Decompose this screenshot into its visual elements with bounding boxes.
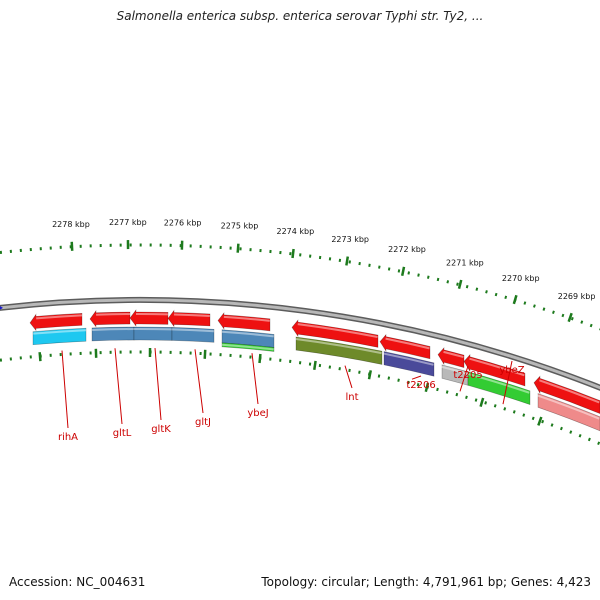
- gene-arrow: [29, 313, 83, 332]
- tick-label: 2277 kbp: [109, 218, 147, 227]
- gene-leader-line: [154, 348, 162, 421]
- tick-label: 2275 kbp: [221, 222, 259, 231]
- gene-arrow: [291, 319, 379, 348]
- tick-label: 2271 kbp: [446, 258, 484, 267]
- category-block-highlight: [383, 352, 434, 366]
- gene-arrow: [89, 309, 131, 328]
- gene-arrow-highlight: [96, 313, 131, 316]
- gene-arrow-highlight: [297, 323, 378, 339]
- gene-arrow-highlight: [539, 379, 600, 404]
- gene-arrow: [437, 347, 465, 368]
- major-tick-outer: [457, 279, 463, 290]
- tick-label: 2270 kbp: [502, 274, 540, 283]
- category-block-highlight: [171, 328, 214, 333]
- gene-label: gltK: [151, 424, 171, 435]
- tick-label: 2278 kbp: [52, 220, 90, 229]
- category-block-highlight: [537, 394, 600, 420]
- category-block: [383, 351, 435, 377]
- gene-leader-line: [61, 350, 69, 429]
- category-block: [171, 327, 215, 343]
- category-block-highlight: [221, 330, 274, 338]
- gene-arrow: [167, 309, 211, 328]
- gene-arrow: [533, 375, 600, 414]
- gene-arrow: [129, 309, 169, 327]
- gene-arrow-highlight: [223, 315, 270, 322]
- major-tick-inner: [313, 360, 317, 370]
- major-tick-inner: [38, 352, 42, 362]
- gene-leader-line: [344, 365, 353, 389]
- category-block: [537, 393, 600, 432]
- gene-leader-line: [459, 365, 469, 392]
- category-block-accent: [221, 342, 275, 352]
- tick-label: 2269 kbp: [558, 292, 596, 301]
- gene-label: t2206: [406, 380, 435, 391]
- accession-text: Accession: NC_004631: [9, 575, 146, 589]
- origin-marker: [0, 306, 3, 310]
- category-block-highlight: [295, 337, 382, 355]
- map-title: Salmonella enterica subsp. enterica sero…: [116, 9, 484, 23]
- tick-label: 2274 kbp: [276, 227, 314, 236]
- gene-label: rihA: [58, 432, 78, 443]
- major-tick-inner: [537, 416, 543, 426]
- major-tick-outer: [512, 294, 518, 305]
- gene-arrow-highlight: [173, 313, 210, 317]
- category-block-highlight: [467, 372, 530, 394]
- backbone-arc: [0, 298, 600, 390]
- tick-label: 2272 kbp: [388, 245, 426, 254]
- major-tick-inner: [258, 353, 262, 364]
- major-tick-inner: [424, 382, 430, 393]
- gene-arrow: [463, 353, 526, 387]
- gene-leader-line: [502, 360, 513, 405]
- major-tick-inner: [479, 397, 485, 408]
- gene-leader-line: [114, 348, 123, 425]
- gene-arrow: [379, 333, 431, 360]
- category-block-highlight: [441, 365, 468, 375]
- category-block-highlight: [92, 328, 135, 331]
- gene-arrow-highlight: [469, 357, 525, 377]
- category-block-highlight: [33, 329, 87, 335]
- genome-summary-text: Topology: circular; Length: 4,791,961 bp…: [261, 575, 591, 589]
- gene-label: gltL: [113, 428, 132, 439]
- gene-label: ybeJ: [247, 408, 268, 419]
- major-tick-outer: [236, 243, 240, 253]
- gene-arrow-highlight: [443, 350, 464, 359]
- tick-label: 2276 kbp: [164, 219, 202, 228]
- gene-label: gltJ: [195, 417, 211, 428]
- major-tick-inner: [367, 370, 372, 380]
- major-tick-outer: [567, 312, 573, 323]
- category-block-accent-highlight: [221, 343, 274, 351]
- gene-label: t2205: [453, 370, 482, 381]
- category-block: [295, 336, 383, 365]
- gene-arrow-highlight: [36, 314, 83, 320]
- gene-leader-line: [251, 353, 259, 405]
- gene-leader-line: [411, 375, 422, 380]
- tick-label: 2273 kbp: [331, 235, 369, 244]
- major-tick-outer: [291, 248, 295, 259]
- gene-leader-line: [194, 349, 204, 414]
- gene-arrow: [217, 311, 271, 332]
- gene-arrow-highlight: [385, 337, 430, 350]
- category-block: [32, 327, 87, 346]
- gene-label: lnt: [345, 392, 358, 403]
- gene-label: ybeZ: [499, 365, 524, 376]
- category-block: [467, 371, 531, 405]
- major-tick-outer: [345, 256, 350, 266]
- category-block: [91, 326, 135, 342]
- major-tick-outer: [400, 266, 406, 276]
